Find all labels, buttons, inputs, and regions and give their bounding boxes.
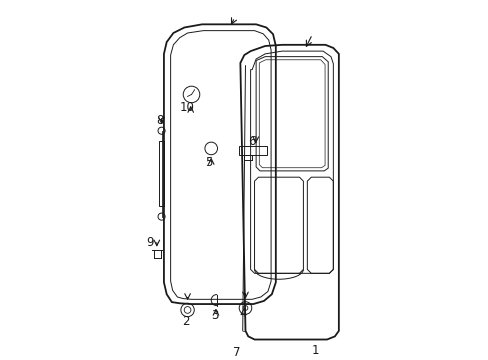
Bar	[238, 147, 266, 155]
Text: 6: 6	[248, 135, 255, 148]
Bar	[159, 140, 164, 206]
Text: 5: 5	[205, 156, 212, 169]
Text: 1: 1	[311, 344, 318, 357]
Text: 7: 7	[232, 346, 240, 359]
Text: 10: 10	[180, 100, 195, 113]
Text: 3: 3	[211, 309, 219, 321]
Text: 2: 2	[182, 315, 189, 328]
Text: 8: 8	[156, 114, 163, 127]
Text: 9: 9	[146, 237, 153, 249]
Text: 4: 4	[239, 307, 247, 320]
